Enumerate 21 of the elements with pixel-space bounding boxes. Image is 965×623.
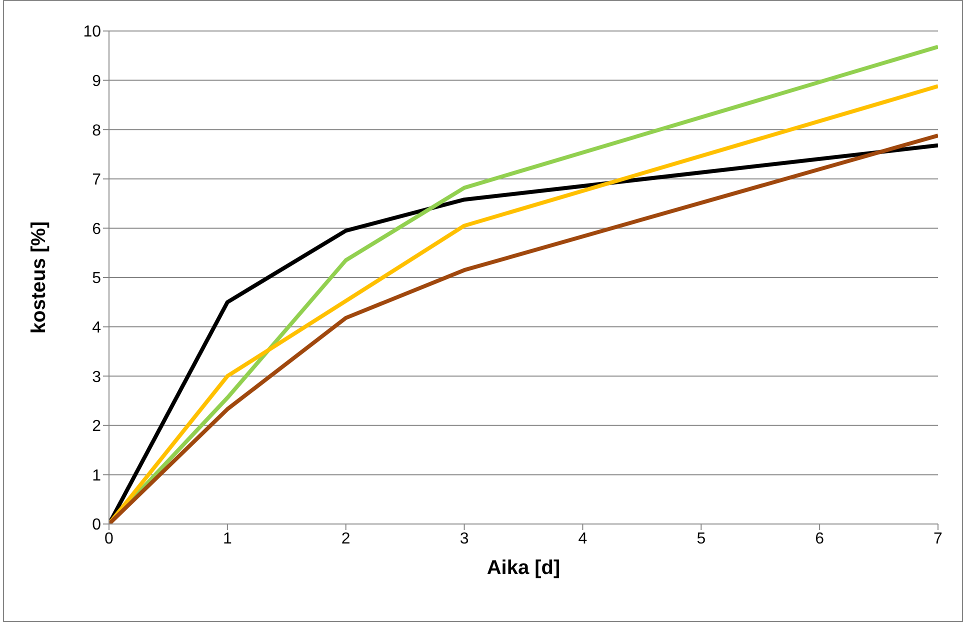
y-tick-label: 6	[92, 220, 102, 238]
y-tick-label: 5	[92, 270, 102, 288]
y-tick-label: 0	[92, 516, 102, 534]
x-tick-label: 4	[578, 530, 588, 548]
y-tick-label: 7	[92, 172, 102, 189]
y-tick-label: 2	[92, 418, 102, 436]
x-tick-label: 2	[341, 530, 350, 548]
y-tick-label: 10	[83, 24, 102, 41]
y-tick-label: 8	[92, 122, 102, 140]
x-tick-label: 6	[815, 530, 824, 548]
y-tick-label: 1	[92, 467, 102, 484]
y-tick-label: 9	[92, 72, 102, 90]
y-tick-label: 4	[92, 319, 102, 336]
x-tick-label: 1	[222, 530, 232, 548]
x-tick-label: 7	[934, 530, 943, 548]
x-tick-label: 3	[460, 530, 469, 548]
x-tick-label: 0	[104, 530, 114, 548]
x-axis-title: Aika [d]	[486, 557, 560, 580]
y-axis-title: kosteus [%]	[28, 221, 50, 334]
x-tick-label: 5	[696, 530, 706, 548]
y-tick-label: 3	[92, 368, 102, 386]
